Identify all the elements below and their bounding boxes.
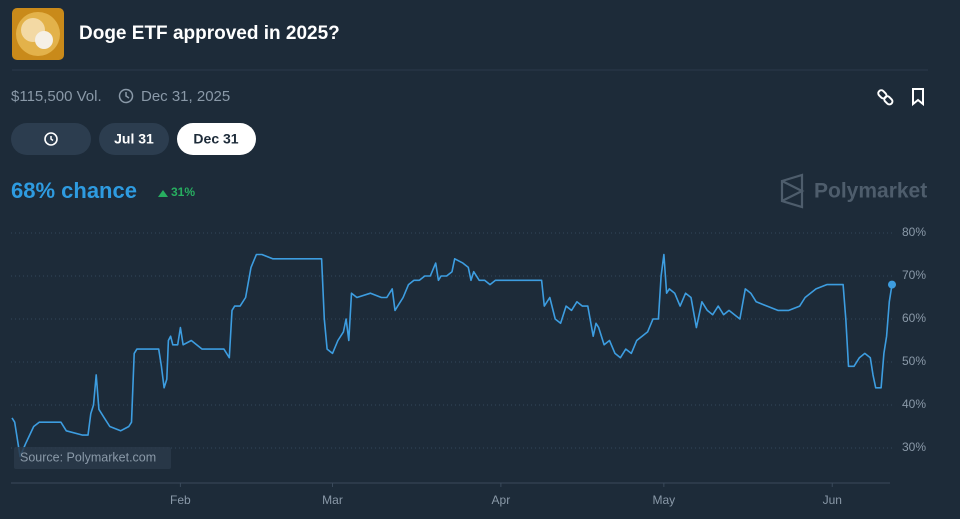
tab-bg-active[interactable] [177, 123, 256, 155]
market-icon [12, 8, 64, 60]
x-tick-label: Mar [322, 493, 343, 507]
plot: 30% 40% 50% 60% 70% 80% Feb Mar Apr May Jun [11, 225, 926, 507]
brand: Polymarket [814, 180, 927, 203]
y-tick-label: 80% [902, 225, 926, 239]
bookmark-button[interactable] [912, 88, 924, 107]
y-tick-label: 40% [902, 397, 926, 411]
tab-bg[interactable] [99, 123, 169, 155]
y-tick-label: 60% [902, 311, 926, 325]
source: Source: Polymarket.com [20, 450, 156, 464]
end-date: Dec 31, 2025 [141, 88, 230, 105]
history-tab[interactable] [11, 123, 91, 155]
x-tick-label: May [653, 493, 676, 507]
market-title: Doge ETF approved in 2025? [79, 23, 340, 44]
clock-icon [118, 88, 134, 104]
source-box [14, 447, 171, 469]
price-line [11, 253, 893, 458]
y-tick-label: 50% [902, 354, 926, 368]
chance: 68% chance [11, 178, 137, 203]
tab[interactable]: Jul 31 [114, 131, 154, 147]
up-arrow [158, 190, 168, 197]
tab-active[interactable]: Dec 31 [193, 131, 238, 147]
x-tick-label: Jun [823, 493, 842, 507]
y-tick-label: 30% [902, 440, 926, 454]
y-tick-label: 70% [902, 268, 926, 282]
end-dot [888, 280, 896, 289]
chance-change: 31% [171, 185, 195, 199]
x-tick-label: Apr [492, 493, 511, 507]
volume: $115,500 Vol. [11, 88, 102, 105]
x-tick-label: Feb [170, 493, 191, 507]
link-button[interactable] [877, 89, 894, 106]
brand-logo [780, 173, 805, 209]
